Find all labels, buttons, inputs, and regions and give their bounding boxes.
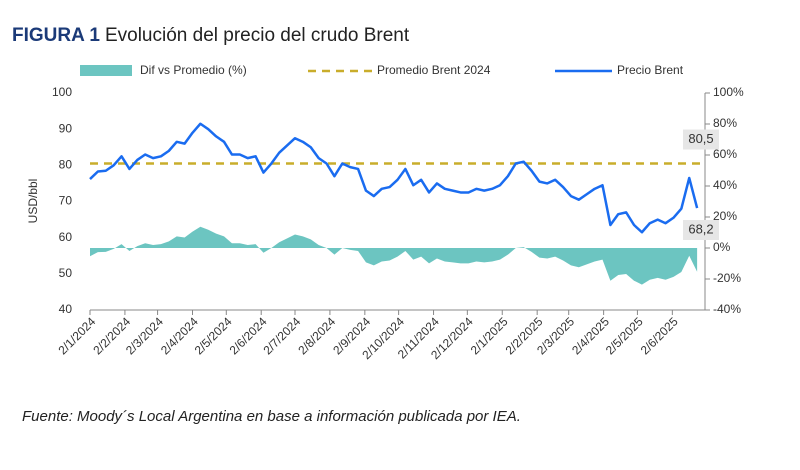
y-tick-label: 50 (59, 266, 73, 280)
y2-tick-label: 80% (713, 116, 737, 130)
x-tick-label: 2/8/2024 (295, 314, 338, 357)
area (90, 226, 698, 285)
annotation-box (683, 129, 719, 150)
figure-label: FIGURA 1 (12, 25, 100, 46)
y-tick-label: 60 (59, 230, 73, 244)
y-axis-label: USD/bbl (26, 179, 40, 224)
legend-label: Precio Brent (617, 63, 684, 77)
y-tick-label: 40 (59, 302, 73, 316)
y2-tick-label: 40% (713, 178, 737, 192)
source-note: Fuente: Moody´s Local Argentina en base … (22, 408, 521, 425)
y-tick-label: 90 (59, 121, 73, 135)
chart-title-group: FIGURA 1 Evolución del precio del crudo B… (12, 25, 410, 46)
x-tick-label: 2/1/2025 (468, 314, 511, 357)
y2-tick-label: 20% (713, 209, 737, 223)
y2-tick-label: -40% (713, 302, 741, 316)
legend-label: Promedio Brent 2024 (377, 63, 491, 77)
legend-swatch (80, 65, 132, 76)
annotation-label: 80,5 (688, 131, 713, 146)
line (89, 122, 699, 234)
y2-tick-label: 0% (713, 240, 731, 254)
y2-tick-label: 60% (713, 147, 737, 161)
y2-tick-label: -20% (713, 271, 741, 285)
y-tick-label: 70 (59, 194, 73, 208)
y2-tick-label: 100% (713, 85, 744, 99)
x-tick-label: 2/1/2024 (55, 314, 98, 357)
legend-label: Dif vs Promedio (%) (140, 63, 247, 77)
y-tick-label: 100 (52, 85, 72, 99)
y-tick-label: 80 (59, 158, 73, 172)
x-tick-label: 2/5/2024 (192, 314, 235, 357)
x-tick-label: 2/6/2025 (638, 314, 681, 357)
x-tick-label: 2/5/2025 (603, 314, 646, 357)
x-tick-label: 2/7/2024 (260, 314, 303, 357)
annotation-box (683, 220, 719, 241)
chart-title: Evolución del precio del crudo Brent (105, 25, 410, 46)
annotation-label: 68,2 (688, 221, 713, 236)
